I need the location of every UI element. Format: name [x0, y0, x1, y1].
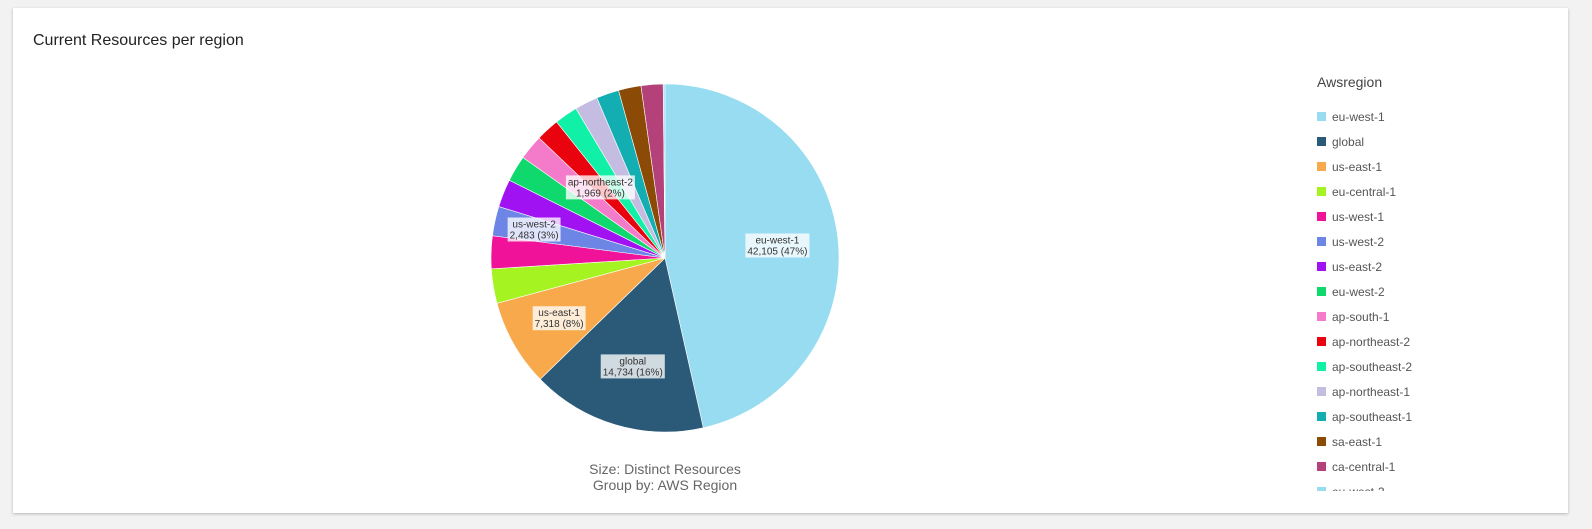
slice-label-name: us-west-2: [512, 219, 556, 230]
legend-item-eu-west-1[interactable]: eu-west-1: [1317, 104, 1557, 129]
legend-items: eu-west-1 global us-east-1 eu-central-1 us-w…: [1317, 104, 1557, 491]
legend-item-ap-south-1[interactable]: ap-south-1: [1317, 304, 1557, 329]
slice-label-bg: [565, 175, 635, 200]
slice-label-value: 2,483 (3%): [510, 230, 559, 241]
chart-caption-size: Size: Distinct Resources: [589, 461, 741, 477]
legend-swatch: [1317, 112, 1326, 121]
legend-swatch: [1317, 387, 1326, 396]
legend-swatch: [1317, 337, 1326, 346]
legend-label: ap-northeast-2: [1332, 334, 1411, 349]
legend-swatch: [1317, 262, 1326, 271]
legend-swatch: [1317, 437, 1326, 446]
legend-label: us-east-2: [1332, 259, 1383, 274]
slice-label-bg: [745, 233, 810, 258]
legend-swatch: [1317, 237, 1326, 246]
slice-label-bg: [600, 354, 665, 379]
legend-label: global: [1332, 134, 1365, 149]
slice-label-value: 14,734 (16%): [603, 367, 663, 378]
legend-swatch: [1317, 462, 1326, 471]
legend-swatch: [1317, 287, 1326, 296]
legend-swatch: [1317, 487, 1326, 491]
legend-label: eu-central-1: [1332, 184, 1397, 199]
slice-label-name: ap-northeast-2: [568, 177, 633, 188]
slice-label-name: global: [619, 356, 646, 367]
legend-swatch: [1317, 312, 1326, 321]
legend-item-ap-northeast-2[interactable]: ap-northeast-2: [1317, 329, 1557, 354]
legend-label: ca-central-1: [1332, 459, 1396, 474]
legend-item-ca-central-1[interactable]: ca-central-1: [1317, 454, 1557, 479]
slice-label-us-west-2: us-west-22,483 (3%): [507, 217, 561, 242]
slice-label-name: us-east-1: [538, 308, 580, 319]
legend-label: ap-northeast-1: [1332, 384, 1411, 399]
slice-label-ap-northeast-2: ap-northeast-21,969 (2%): [565, 175, 635, 200]
legend-swatch: [1317, 362, 1326, 371]
legend-swatch: [1317, 187, 1326, 196]
legend-item-us-east-1[interactable]: us-east-1: [1317, 154, 1557, 179]
legend-item-us-east-2[interactable]: us-east-2: [1317, 254, 1557, 279]
slice-label-eu-west-1: eu-west-142,105 (47%): [745, 233, 810, 258]
legend-label: us-west-2: [1332, 234, 1385, 249]
legend-item-eu-central-1[interactable]: eu-central-1: [1317, 179, 1557, 204]
slice-label-us-east-1: us-east-17,318 (8%): [532, 306, 586, 331]
legend-label: ap-southeast-1: [1332, 409, 1413, 424]
legend-label: eu-west-3: [1332, 485, 1385, 492]
legend-item-us-west-1[interactable]: us-west-1: [1317, 204, 1557, 229]
legend-item-ap-southeast-2[interactable]: ap-southeast-2: [1317, 354, 1557, 379]
legend-swatch: [1317, 162, 1326, 171]
legend-item-ap-southeast-1[interactable]: ap-southeast-1: [1317, 404, 1557, 429]
slice-label-name: eu-west-1: [755, 235, 799, 246]
chart-caption-group: Group by: AWS Region: [592, 477, 738, 493]
legend-swatch: [1317, 137, 1326, 146]
slice-label-value: 7,318 (8%): [535, 319, 584, 330]
pie-slice-eu-west-3[interactable]: [662, 83, 666, 259]
pie-slice-global[interactable]: [539, 257, 704, 433]
legend-item-ap-northeast-1[interactable]: ap-northeast-1: [1317, 379, 1557, 404]
legend-item-eu-west-3[interactable]: eu-west-3: [1317, 479, 1557, 491]
legend-label: us-east-1: [1332, 159, 1383, 174]
slice-label-value: 1,969 (2%): [576, 188, 625, 199]
legend-label: ap-southeast-2: [1332, 359, 1413, 374]
legend-label: eu-west-2: [1332, 284, 1385, 299]
legend-label: sa-east-1: [1332, 434, 1383, 449]
legend-swatch: [1317, 412, 1326, 421]
legend-item-sa-east-1[interactable]: sa-east-1: [1317, 429, 1557, 454]
legend-swatch: [1317, 212, 1326, 221]
slice-label-bg: [507, 217, 561, 242]
slice-label-bg: [532, 306, 586, 331]
slice-label-value: 42,105 (47%): [747, 246, 807, 257]
chart-panel: Current Resources per region eu-west-1 42…: [13, 8, 1568, 513]
panel-title: Current Resources per region: [33, 32, 244, 49]
legend-label: eu-west-1: [1332, 109, 1385, 124]
legend-title: Awsregion: [1317, 74, 1383, 90]
legend-label: us-west-1: [1332, 209, 1385, 224]
legend-item-eu-west-2[interactable]: eu-west-2: [1317, 279, 1557, 304]
legend: Awsregion eu-west-1 global us-east-1 eu-cen…: [1317, 74, 1557, 491]
legend-item-global[interactable]: global: [1317, 129, 1557, 154]
legend-label: ap-south-1: [1332, 309, 1390, 324]
legend-item-us-west-2[interactable]: us-west-2: [1317, 229, 1557, 254]
